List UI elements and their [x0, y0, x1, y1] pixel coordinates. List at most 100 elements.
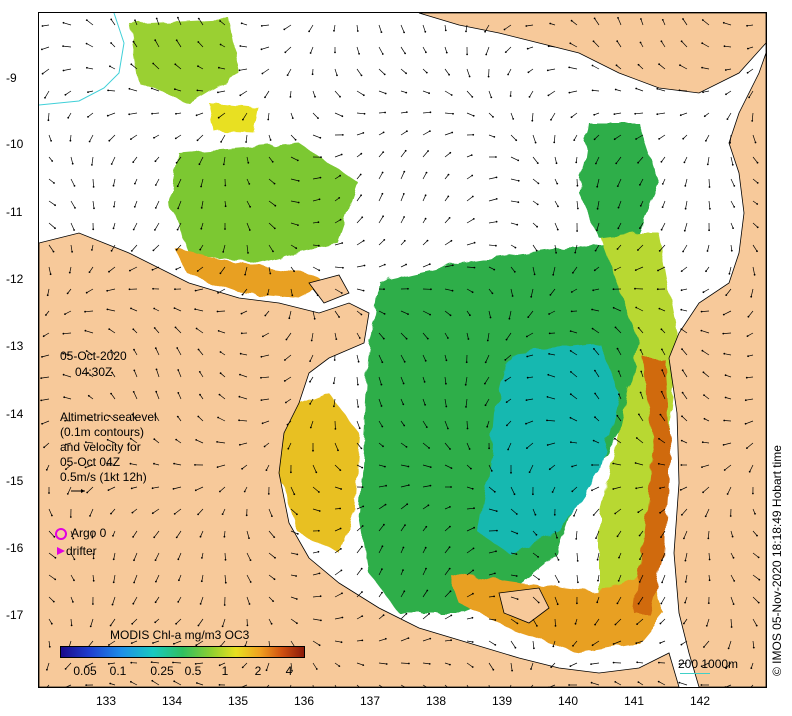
velocity-arrowhead [750, 295, 753, 298]
velocity-arrowhead [746, 24, 748, 27]
velocity-arrow [596, 222, 600, 231]
velocity-arrow [592, 309, 600, 312]
velocity-arrow [268, 178, 275, 184]
velocity-arrow [707, 530, 710, 539]
velocity-arrowhead [703, 417, 706, 420]
velocity-arrowhead [679, 489, 682, 491]
velocity-arrowhead [424, 546, 427, 549]
velocity-arrow [507, 68, 512, 75]
velocity-arrow [725, 374, 732, 378]
velocity-arrow [110, 350, 116, 356]
velocity-arrowhead [612, 306, 615, 309]
velocity-arrowhead [264, 96, 266, 99]
velocity-arrowhead [50, 139, 52, 142]
velocity-arrowhead [248, 537, 250, 539]
velocity-arrow [596, 178, 600, 187]
velocity-arrow [530, 288, 534, 297]
velocity-arrowhead [661, 348, 663, 351]
velocity-arrow [200, 530, 204, 537]
velocity-arrow [488, 550, 497, 554]
velocity-arrow [614, 438, 622, 444]
velocity-arrow [618, 200, 622, 208]
velocity-arrow [176, 530, 182, 538]
velocity-arrow [48, 618, 53, 624]
velocity-arrowhead [48, 645, 51, 648]
velocity-arrowhead [91, 164, 93, 166]
velocity-arrowhead [684, 581, 687, 583]
velocity-scale-arrowhead [81, 489, 85, 493]
velocity-arrow [309, 398, 314, 405]
velocity-arrowhead [110, 249, 113, 252]
velocity-arrow [309, 376, 314, 382]
velocity-arrowhead [493, 136, 496, 138]
velocity-arrowhead [568, 684, 570, 686]
velocity-arrowhead [155, 580, 157, 583]
velocity-arrow [174, 88, 182, 92]
velocity-arrow [265, 310, 270, 316]
velocity-arrowhead [66, 493, 69, 495]
velocity-arrow [488, 177, 497, 180]
velocity-arrowhead [359, 173, 362, 176]
velocity-arrowhead [538, 578, 540, 581]
velocity-arrow [465, 398, 468, 407]
velocity-arrowhead [515, 575, 518, 577]
velocity-arrowhead [612, 288, 615, 291]
velocity-arrow [152, 680, 160, 686]
velocity-arrow [752, 222, 758, 228]
velocity-arrowhead [491, 292, 494, 295]
velocity-arrowhead [110, 42, 112, 44]
velocity-arrowhead [109, 624, 112, 627]
velocity-arrowhead [384, 637, 387, 640]
velocity-arrow [510, 618, 518, 624]
velocity-arrow [177, 178, 182, 187]
velocity-arrow [593, 41, 600, 48]
velocity-arrow [356, 195, 362, 202]
velocity-arrow [154, 438, 160, 444]
velocity-arrowhead [155, 390, 158, 393]
velocity-arrowhead [195, 439, 198, 441]
map-area[interactable] [38, 12, 767, 688]
velocity-arrowhead [339, 507, 341, 510]
velocity-arrow [636, 307, 644, 312]
velocity-arrowhead [361, 639, 364, 642]
velocity-arrowhead [678, 681, 681, 684]
velocity-arrowhead [533, 273, 536, 276]
velocity-arrow [48, 266, 51, 275]
velocity-arrow [444, 546, 450, 554]
velocity-arrow [527, 354, 534, 357]
velocity-arrowhead [151, 112, 153, 115]
velocity-arrow [285, 46, 292, 53]
velocity-arrowhead [380, 31, 383, 33]
velocity-arrow [240, 353, 248, 356]
velocity-arrow [312, 573, 320, 576]
velocity-arrow [65, 684, 72, 687]
velocity-arrowhead [511, 669, 513, 672]
velocity-arrowhead [427, 150, 429, 152]
velocity-arrowhead [591, 489, 593, 492]
velocity-arrow [261, 46, 270, 50]
velocity-arrow [747, 332, 754, 337]
velocity-arrowhead [151, 679, 154, 682]
velocity-arrowhead [484, 404, 487, 407]
velocity-arrow [196, 439, 204, 444]
velocity-arrow [198, 18, 204, 26]
velocity-arrowhead [591, 308, 593, 311]
velocity-arrow [660, 414, 666, 422]
velocity-arrow [597, 574, 600, 581]
velocity-arrowhead [286, 423, 289, 426]
velocity-arrow [747, 24, 754, 27]
velocity-arrowhead [93, 207, 95, 210]
velocity-arrow [286, 332, 292, 340]
velocity-arrow [333, 376, 336, 384]
velocity-arrow [657, 112, 666, 115]
velocity-arrowhead [84, 466, 87, 469]
velocity-arrowhead [199, 248, 202, 251]
velocity-arrow [572, 486, 578, 492]
velocity-arrowhead [217, 116, 220, 119]
velocity-arrow [640, 18, 644, 26]
velocity-arrowhead [85, 665, 87, 668]
velocity-arrowhead [110, 18, 113, 21]
velocity-arrowhead [639, 391, 642, 394]
velocity-arrowhead [450, 614, 453, 617]
velocity-arrowhead [618, 393, 620, 396]
